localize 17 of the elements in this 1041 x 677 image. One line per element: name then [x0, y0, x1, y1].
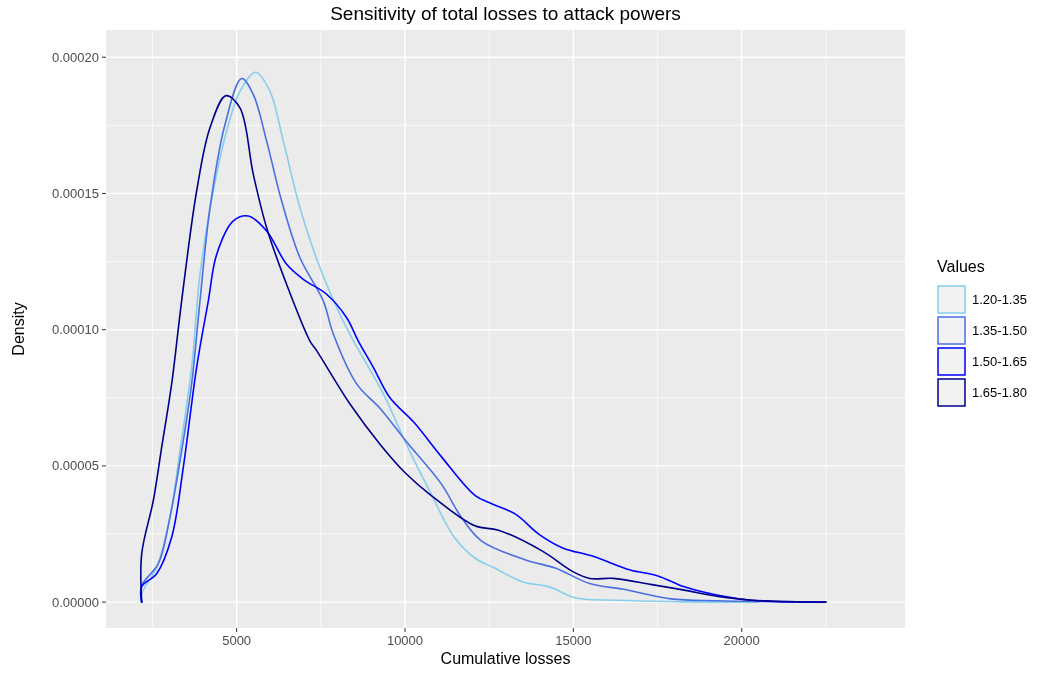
y-tick-label: 0.00000: [52, 594, 99, 610]
legend-title: Values: [937, 258, 985, 275]
chart-title: Sensitivity of total losses to attack powers: [330, 3, 681, 24]
legend-label: 1.35-1.50: [972, 323, 1027, 338]
x-tick-label: 15000: [555, 633, 592, 648]
x-tick-label: 10000: [386, 633, 424, 648]
y-axis-title: Density: [10, 302, 27, 356]
legend-label: 1.65-1.80: [972, 385, 1027, 400]
y-tick-label: 0.00020: [52, 49, 99, 65]
y-tick-label: 0.00015: [52, 185, 99, 201]
x-tick-label: 20000: [723, 633, 760, 648]
legend-label: 1.20-1.35: [972, 292, 1027, 307]
legend-label: 1.50-1.65: [972, 354, 1027, 369]
y-tick-label: 0.00010: [52, 322, 99, 338]
x-axis-title: Cumulative losses: [440, 650, 571, 667]
x-tick-label: 5000: [222, 633, 252, 648]
y-tick-label: 0.00005: [52, 458, 99, 474]
